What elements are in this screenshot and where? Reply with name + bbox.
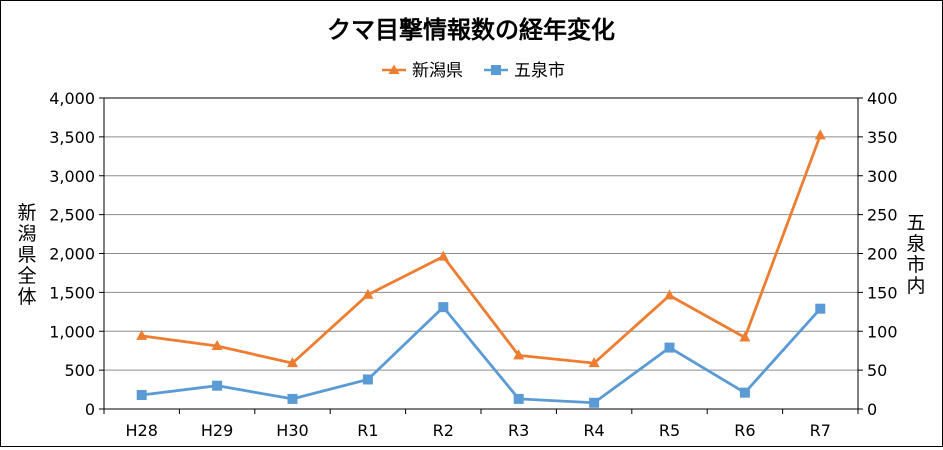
gridlines	[104, 97, 858, 371]
x-tick-label: R3	[508, 421, 529, 440]
series-layer	[136, 129, 826, 408]
right-tick-label: 50	[867, 361, 887, 380]
data-point	[664, 289, 675, 300]
data-point	[739, 387, 750, 398]
right-tick-label: 150	[867, 283, 898, 302]
left-axis-label: 新潟県全体	[17, 202, 36, 308]
data-point	[437, 250, 449, 261]
data-point	[664, 342, 675, 353]
right-axis-label: 五泉市内	[906, 212, 925, 297]
right-tick-label: 400	[867, 89, 898, 108]
left-tick-label: 3,500	[49, 128, 95, 147]
data-point	[136, 329, 148, 340]
left-tick-label: 4,000	[49, 89, 95, 108]
data-point	[136, 390, 147, 401]
data-point	[362, 288, 374, 299]
x-tick-label: R6	[734, 421, 755, 440]
left-tick-label: 2,500	[49, 206, 95, 225]
right-tick-label: 250	[867, 206, 898, 225]
x-tick-label: R5	[659, 421, 680, 440]
data-point	[588, 357, 600, 368]
data-point	[815, 303, 826, 314]
x-tick-label: R7	[810, 421, 831, 440]
legend-item-gosen: 五泉市	[484, 61, 565, 81]
legend-item-niigata: 新潟県	[382, 61, 463, 81]
left-axis-title: 新潟県全体	[17, 202, 36, 308]
data-point	[814, 129, 826, 140]
left-axis-ticks: 0 500 1,000 1,500 2,000 2,500 3,000 3,500 4,000	[49, 89, 95, 419]
series-line	[141, 134, 822, 365]
x-tick-label: R1	[357, 421, 378, 440]
chart-title: クマ目撃情報数の経年変化	[327, 16, 615, 44]
right-tick-label: 100	[867, 322, 898, 341]
right-tick-label: 0	[867, 400, 877, 419]
right-tick-label: 350	[867, 128, 898, 147]
x-tick-label: R2	[433, 421, 454, 440]
legend-label-niigata: 新潟県	[412, 61, 463, 81]
x-axis-ticks: H28 H29 H30 R1 R2 R3 R4 R5 R6 R7	[126, 421, 831, 440]
left-tick-label: 1,000	[49, 322, 95, 341]
axes	[99, 97, 863, 414]
data-point	[513, 393, 524, 404]
legend-marker-niigata	[388, 64, 400, 74]
left-tick-label: 2,000	[49, 245, 95, 264]
right-tick-label: 200	[867, 245, 898, 264]
series-1	[136, 302, 826, 408]
data-point	[287, 357, 298, 368]
left-tick-label: 1,500	[49, 283, 95, 302]
series-0	[136, 129, 826, 368]
x-tick-label: R4	[583, 421, 604, 440]
data-point	[212, 380, 223, 391]
data-point	[513, 349, 525, 360]
data-point	[438, 302, 449, 313]
data-point	[589, 397, 600, 408]
data-point	[211, 340, 223, 351]
left-tick-label: 500	[64, 361, 95, 380]
right-axis-ticks: 0 50 100 150 200 250 300 350 400	[867, 89, 898, 419]
left-tick-label: 3,000	[49, 167, 95, 186]
legend: 新潟県 五泉市	[382, 61, 565, 81]
right-axis-title: 五泉市内	[906, 212, 925, 297]
data-point	[287, 393, 298, 404]
data-point	[362, 374, 373, 385]
left-tick-label: 0	[85, 400, 95, 419]
legend-label-gosen: 五泉市	[514, 61, 565, 81]
x-tick-label: H28	[126, 421, 158, 440]
data-point	[739, 331, 751, 342]
legend-marker-gosen	[491, 65, 501, 75]
right-tick-label: 300	[867, 167, 898, 186]
x-tick-label: H30	[276, 421, 308, 440]
x-tick-label: H29	[201, 421, 233, 440]
series-line	[141, 305, 822, 405]
